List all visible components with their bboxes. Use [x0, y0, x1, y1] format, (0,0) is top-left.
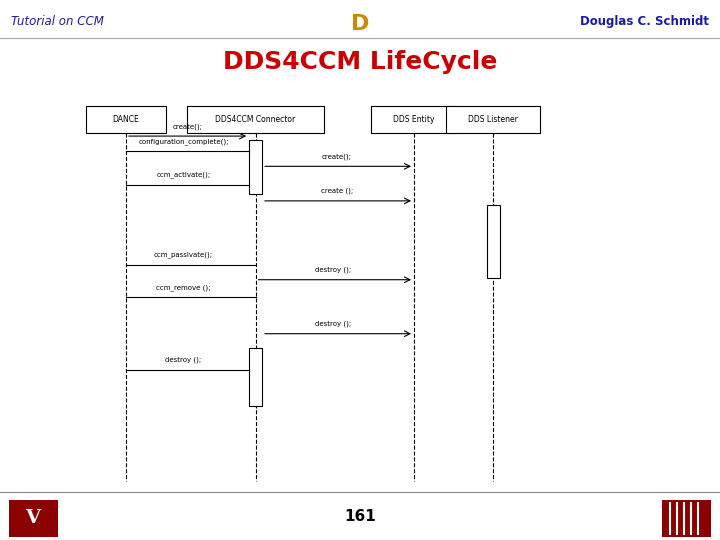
Text: D: D [351, 14, 369, 33]
Bar [86, 106, 166, 133]
Bar [662, 500, 711, 537]
Text: ccm_activate();: ccm_activate(); [156, 172, 211, 178]
Bar [249, 348, 262, 406]
Bar [249, 140, 262, 194]
Text: destroy ();: destroy (); [315, 321, 351, 327]
Text: DDS4CCM Connector: DDS4CCM Connector [215, 116, 296, 124]
Bar [487, 205, 500, 278]
Text: create();: create(); [172, 123, 202, 130]
Bar [446, 106, 540, 133]
Text: V: V [25, 509, 41, 528]
Text: DANCE: DANCE [112, 116, 140, 124]
Text: Tutorial on CCM: Tutorial on CCM [11, 15, 104, 28]
Text: ccm_passivate();: ccm_passivate(); [154, 252, 213, 258]
Bar [371, 106, 457, 133]
Text: destroy ();: destroy (); [315, 267, 351, 273]
Text: destroy ();: destroy (); [166, 357, 202, 363]
Text: DDS4CCM LifeCycle: DDS4CCM LifeCycle [222, 50, 498, 73]
Text: 161: 161 [344, 509, 376, 524]
Text: create();: create(); [322, 153, 352, 160]
Text: ccm_remove ();: ccm_remove (); [156, 284, 211, 291]
Text: Douglas C. Schmidt: Douglas C. Schmidt [580, 15, 709, 28]
Bar [187, 106, 324, 133]
Text: configuration_complete();: configuration_complete(); [138, 138, 229, 145]
Text: DDS Listener: DDS Listener [468, 116, 518, 124]
Text: DDS Entity: DDS Entity [393, 116, 435, 124]
Text: create ();: create (); [321, 188, 353, 194]
Bar [9, 500, 58, 537]
